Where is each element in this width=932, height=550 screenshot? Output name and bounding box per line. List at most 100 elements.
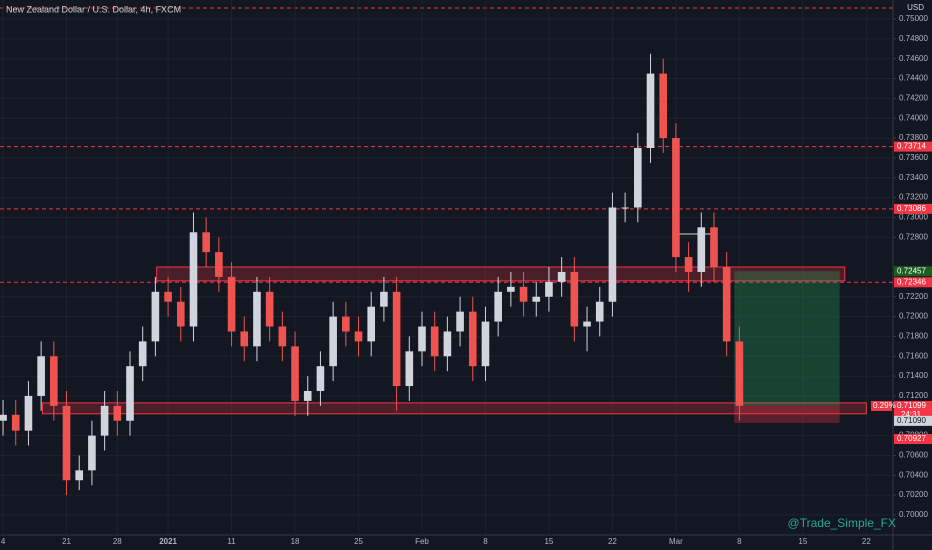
- candle-body: [100, 405, 109, 436]
- candle-body: [646, 73, 655, 148]
- y-tick-label: 0.74600: [899, 54, 928, 63]
- x-tick-label: 4: [1, 537, 6, 546]
- x-tick-label: 11: [227, 537, 236, 546]
- candle-body: [75, 470, 84, 481]
- candle-body: [557, 271, 566, 282]
- level-label-bg: [894, 203, 932, 214]
- candle-body: [595, 301, 604, 322]
- x-tick-label: Mar: [669, 537, 683, 546]
- candle-body: [468, 311, 477, 367]
- y-tick-label: 0.72000: [899, 312, 928, 321]
- candle-body: [481, 321, 490, 367]
- y-tick-label: 0.71800: [899, 332, 928, 341]
- x-tick-label: 8: [483, 537, 488, 546]
- position-profit: [734, 271, 840, 406]
- y-tick-label: 0.74200: [899, 94, 928, 103]
- candle-body: [659, 73, 668, 139]
- x-tick-label: Feb: [415, 537, 429, 546]
- candle-body: [608, 207, 617, 302]
- candle-body: [265, 291, 274, 327]
- candle-body: [494, 291, 502, 322]
- y-tick-label: 0.73600: [899, 153, 928, 162]
- candle-body: [316, 366, 325, 391]
- x-tick-label: 8: [737, 537, 742, 546]
- candle-body: [697, 227, 706, 272]
- entry-label: 0.71099: [897, 401, 926, 410]
- candle-body: [189, 232, 198, 327]
- candle-body: [392, 291, 401, 387]
- level-label: 0.73714: [897, 142, 926, 151]
- stop-label-bg: [894, 434, 932, 445]
- target-label-bg: [894, 266, 932, 277]
- x-tick-label: 15: [544, 537, 553, 546]
- candle-body: [202, 232, 210, 253]
- candle-body: [634, 147, 642, 208]
- target-label: 0.72457: [897, 266, 926, 275]
- candle-body: [443, 331, 452, 357]
- change-bg: [871, 400, 892, 411]
- position-loss: [734, 405, 840, 424]
- candle-body: [0, 414, 7, 421]
- candle-body: [430, 326, 439, 357]
- candle-body: [126, 366, 134, 421]
- candle-body: [88, 435, 96, 471]
- y-tick-label: 0.74000: [899, 113, 928, 122]
- candle-body: [684, 257, 693, 272]
- candle-body: [113, 405, 122, 421]
- x-tick-label: 22: [862, 537, 871, 546]
- y-tick-label: 0.72800: [899, 232, 928, 241]
- y-tick-label: 0.74400: [899, 74, 928, 83]
- candle-body: [507, 286, 515, 292]
- candle-body: [215, 252, 223, 277]
- candle-body: [138, 341, 147, 367]
- candle-body: [354, 331, 363, 342]
- candle-body: [672, 138, 680, 258]
- candle-body: [456, 311, 464, 332]
- level-label-bg: [894, 141, 932, 152]
- level-label-bg: [894, 277, 932, 288]
- y-tick-label: 0.71600: [899, 351, 928, 360]
- candle-body: [570, 271, 579, 327]
- candle-body: [710, 227, 718, 268]
- candle-body: [291, 346, 299, 401]
- zone: [156, 266, 846, 282]
- candle-body: [37, 356, 45, 396]
- candle-body: [62, 405, 71, 481]
- watermark: @Trade_Simple_FX: [788, 516, 896, 530]
- x-tick-label: 2021: [159, 537, 177, 546]
- candle-body: [545, 281, 553, 297]
- y-tick-label: 0.71400: [899, 371, 928, 380]
- level-label: 0.72346: [897, 277, 926, 286]
- stop-label: 0.70927: [897, 434, 926, 443]
- entry-bg: [894, 400, 932, 420]
- candle-body: [329, 316, 337, 367]
- last-price-label: 0.71090: [897, 416, 926, 425]
- x-tick-label: 21: [62, 537, 71, 546]
- candle-body: [24, 395, 33, 431]
- x-tick-label: 22: [608, 537, 617, 546]
- candle-body: [418, 326, 426, 352]
- level-label: 0.73086: [897, 204, 926, 213]
- candle-body: [405, 351, 414, 387]
- zone: [41, 402, 867, 415]
- candle-body: [722, 267, 731, 342]
- y-tick-label: 0.70200: [899, 490, 928, 499]
- y-tick-label: 0.74800: [899, 34, 928, 43]
- countdown: 24:31: [901, 410, 922, 419]
- candle-body: [303, 390, 312, 401]
- candle-body: [278, 326, 287, 347]
- x-tick-label: 25: [354, 537, 363, 546]
- x-tick-label: 28: [113, 537, 122, 546]
- y-tick-label: 0.70400: [899, 470, 928, 479]
- candle-body: [164, 291, 172, 302]
- candle-body: [50, 356, 58, 406]
- candle-body: [532, 296, 541, 302]
- y-tick-label: 0.73000: [899, 213, 928, 222]
- y-tick-label: 0.73200: [899, 193, 928, 202]
- y-tick-label: 0.73800: [899, 133, 928, 142]
- chart-title: New Zealand Dollar / U.S. Dollar, 4h, FX…: [6, 4, 181, 14]
- change-label: 0.29%: [873, 401, 896, 410]
- candle-body: [735, 341, 744, 406]
- candle-body: [583, 321, 591, 327]
